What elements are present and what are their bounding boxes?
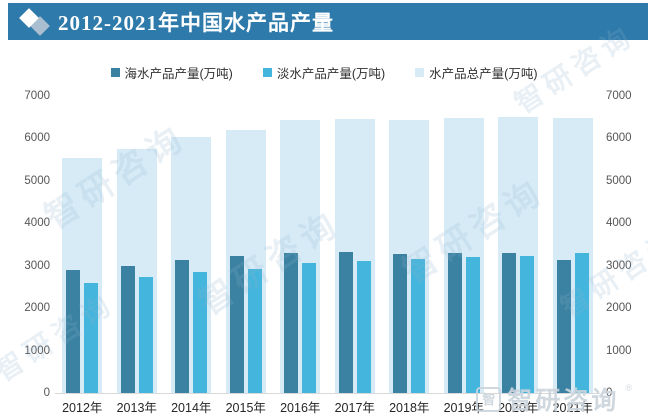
x-axis-label: 2013年 (116, 401, 157, 415)
y-axis-tick-left: 4000 (24, 217, 50, 229)
y-axis-tick-right: 2000 (606, 302, 632, 314)
x-axis-label: 2016年 (280, 401, 321, 415)
legend-item: 淡水产品产量(万吨) (262, 63, 386, 82)
bar-group (437, 96, 492, 393)
chart-legend: 海水产品产量(万吨) 淡水产品产量(万吨) 水产品总产量(万吨) (0, 63, 648, 81)
x-axis-label: 2021年 (552, 401, 593, 415)
y-axis-tick-left: 7000 (24, 90, 50, 102)
y-axis-tick-left: 1000 (24, 345, 50, 357)
y-axis-tick-right: 0 (606, 387, 613, 399)
title-bar: 2012-2021年中国水产品产量 (8, 3, 648, 40)
marine-bar (175, 260, 190, 393)
bar-group (546, 96, 601, 393)
marine-bar (393, 254, 408, 393)
y-axis-tick-right: 7000 (606, 90, 632, 102)
y-axis-tick-left: 0 (43, 387, 50, 399)
plot-area (55, 96, 600, 394)
freshwater-bar (193, 272, 208, 393)
marine-bar (284, 253, 299, 393)
marine-bar (120, 266, 135, 393)
x-axis-label: 2018年 (389, 401, 430, 415)
marine-bar (447, 253, 462, 393)
legend-item: 水产品总产量(万吨) (415, 63, 537, 82)
x-axis-label: 2015年 (225, 401, 266, 415)
legend-swatch-icon (415, 67, 425, 77)
freshwater-bar (574, 253, 589, 393)
x-axis-label: 2012年 (62, 401, 103, 415)
legend-label: 水产品总产量(万吨) (429, 66, 538, 81)
marine-bar (66, 270, 81, 393)
y-axis-tick-right: 3000 (606, 260, 632, 272)
bar-group (491, 96, 546, 393)
y-axis-tick-left: 6000 (24, 132, 50, 144)
x-axis-label: 2019年 (443, 401, 484, 415)
y-axis-tick-right: 4000 (606, 217, 632, 229)
bar-group (219, 96, 274, 393)
x-axis-label: 2017年 (334, 401, 375, 415)
y-axis-tick-right: 6000 (606, 132, 632, 144)
legend-label: 淡水产品产量(万吨) (276, 66, 386, 81)
freshwater-bar (138, 277, 153, 393)
y-axis-tick-right: 5000 (606, 175, 632, 187)
bar-group (55, 96, 110, 393)
x-axis-label: 2014年 (171, 401, 212, 415)
bar-group (110, 96, 165, 393)
x-axis-label: 2020年 (498, 401, 539, 415)
legend-label: 海水产品产量(万吨) (124, 66, 233, 81)
freshwater-bar (356, 261, 371, 393)
marine-bar (502, 253, 517, 393)
freshwater-bar (465, 257, 480, 393)
y-axis-tick-left: 5000 (24, 175, 50, 187)
registered-mark: ® (625, 383, 632, 393)
page-title: 2012-2021年中国水产品产量 (58, 10, 334, 35)
legend-swatch-icon (110, 67, 120, 77)
freshwater-bar (247, 269, 262, 393)
y-axis-tick-right: 1000 (606, 345, 632, 357)
marine-bar (338, 252, 353, 393)
y-axis-tick-left: 2000 (24, 302, 50, 314)
bar-group (328, 96, 383, 393)
legend-swatch-icon (262, 67, 272, 77)
freshwater-bar (411, 259, 426, 393)
marine-bar (229, 256, 244, 393)
bar-group (273, 96, 328, 393)
bar-group (164, 96, 219, 393)
bar-group (382, 96, 437, 393)
legend-item: 海水产品产量(万吨) (110, 63, 233, 82)
y-axis-tick-left: 3000 (24, 260, 50, 272)
marine-bar (556, 260, 571, 393)
freshwater-bar (302, 263, 317, 393)
freshwater-bar (520, 256, 535, 393)
freshwater-bar (84, 283, 99, 393)
